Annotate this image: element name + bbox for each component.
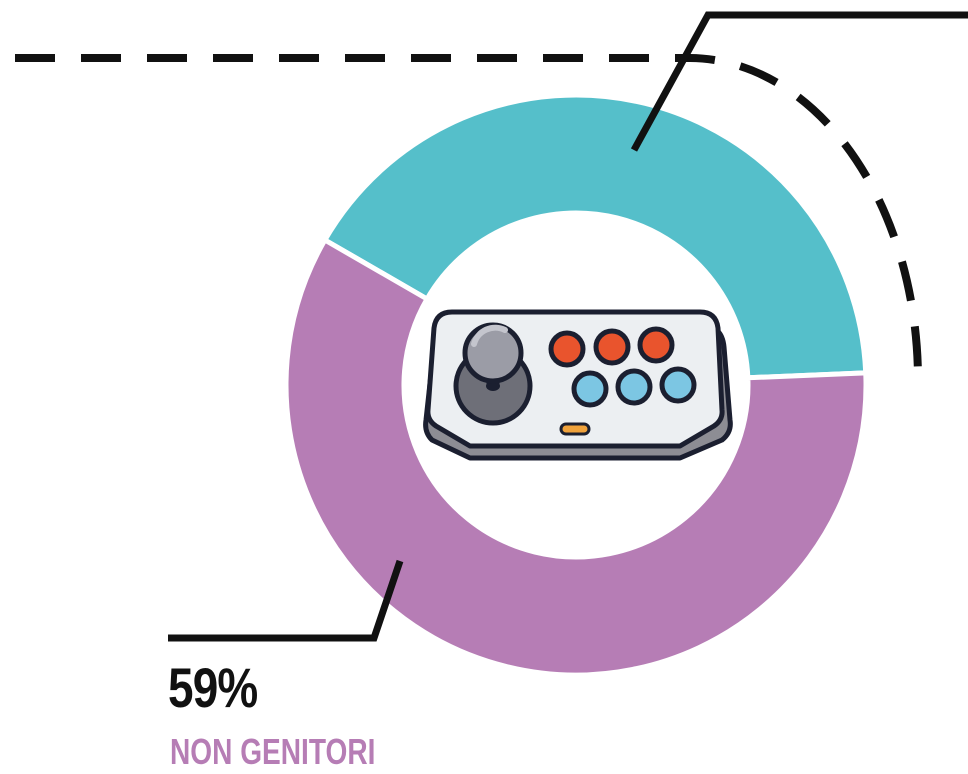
slice-value-label-non-genitori: 59% [168, 656, 258, 719]
slice-genitori [321, 92, 869, 381]
leader-line-non-genitori [168, 559, 404, 642]
dashed-guide [15, 54, 922, 381]
arcade-joystick-icon [423, 309, 733, 461]
donut-slices [283, 92, 869, 678]
slice-non-genitori [283, 236, 869, 678]
leader-line-genitori [630, 11, 968, 152]
slice-category-label-non-genitori: NON GENITORI [170, 731, 376, 772]
